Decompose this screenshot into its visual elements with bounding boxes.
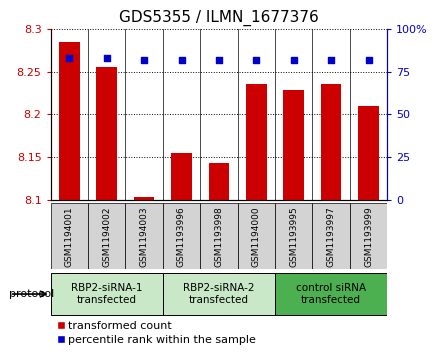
Point	[66, 55, 73, 61]
Bar	[246, 85, 267, 200]
Bar	[283, 90, 304, 200]
Bar	[96, 68, 117, 200]
Text: RBP2-siRNA-1
transfected: RBP2-siRNA-1 transfected	[71, 283, 143, 305]
Point	[290, 57, 297, 63]
Bar	[59, 42, 80, 200]
Point	[253, 57, 260, 63]
Bar	[200, 203, 238, 269]
Bar	[358, 106, 379, 200]
Text: GSM1193996: GSM1193996	[177, 207, 186, 267]
Legend: transformed count, percentile rank within the sample: transformed count, percentile rank withi…	[56, 321, 256, 345]
Text: GSM1194000: GSM1194000	[252, 207, 261, 267]
Text: control siRNA
transfected: control siRNA transfected	[296, 283, 366, 305]
Bar	[51, 203, 88, 269]
Bar	[88, 203, 125, 269]
Bar	[125, 203, 163, 269]
Bar	[275, 203, 312, 269]
Point	[327, 57, 335, 63]
Bar	[171, 153, 192, 200]
Text: GSM1194001: GSM1194001	[65, 207, 74, 267]
Bar	[51, 273, 163, 315]
Text: RBP2-siRNA-2
transfected: RBP2-siRNA-2 transfected	[183, 283, 255, 305]
Title: GDS5355 / ILMN_1677376: GDS5355 / ILMN_1677376	[119, 10, 319, 26]
Point	[365, 57, 372, 63]
Text: GSM1193999: GSM1193999	[364, 207, 373, 267]
Point	[216, 57, 222, 63]
Bar	[321, 85, 341, 200]
Text: GSM1193995: GSM1193995	[289, 207, 298, 267]
Text: GSM1194002: GSM1194002	[102, 207, 111, 267]
Bar	[134, 197, 154, 200]
Bar	[209, 163, 229, 200]
Bar	[163, 203, 200, 269]
Point	[141, 57, 148, 63]
Text: protocol: protocol	[9, 289, 54, 299]
Point	[103, 55, 110, 61]
Bar	[238, 203, 275, 269]
Bar	[350, 203, 387, 269]
Text: GSM1193998: GSM1193998	[214, 207, 224, 267]
Bar	[163, 273, 275, 315]
Bar	[275, 273, 387, 315]
Point	[178, 57, 185, 63]
Text: GSM1194003: GSM1194003	[139, 207, 149, 267]
Text: GSM1193997: GSM1193997	[326, 207, 336, 267]
Bar	[312, 203, 350, 269]
